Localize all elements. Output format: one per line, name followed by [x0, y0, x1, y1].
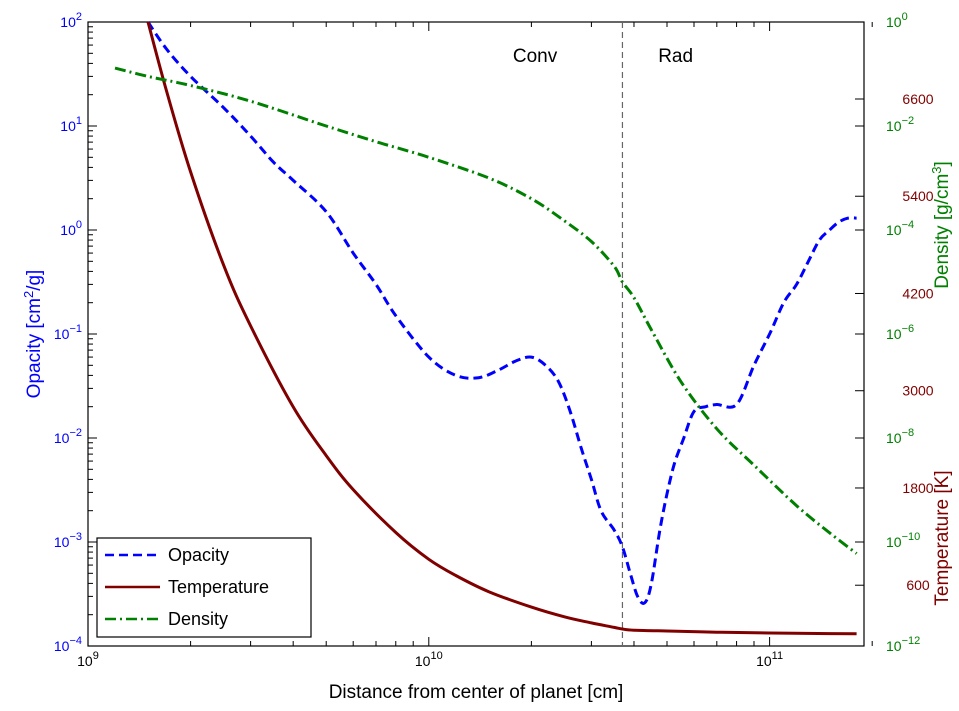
x-tick-label: 1011	[756, 650, 783, 669]
density-tick-label: 10−4	[886, 219, 914, 238]
density-tick-label: 10−2	[886, 115, 914, 134]
density-tick-label: 10−12	[886, 635, 920, 654]
opacity-tick-label-exp: −2	[69, 427, 82, 439]
annotation-conv: Conv	[513, 46, 558, 67]
legend-label-opacity: Opacity	[168, 545, 229, 565]
opacity-axis-title-end: /g]	[24, 270, 45, 291]
opacity-tick-label-exp: 0	[76, 219, 82, 231]
density-axis-title: Density [g/cm3]	[929, 161, 953, 289]
opacity-tick-label: 100	[60, 219, 82, 238]
density-tick-label-base: 10	[886, 430, 902, 446]
x-tick-label-base: 10	[415, 653, 431, 669]
opacity-tick-label-base: 10	[54, 326, 70, 342]
temperature-tick-label: 5400	[902, 188, 933, 204]
opacity-axis-title-main: Opacity [cm	[24, 298, 45, 398]
density-tick-label-exp: −2	[902, 115, 915, 127]
opacity-tick-label-exp: 2	[76, 11, 82, 23]
temperature-axis-ticks: 600 1800 3000 4200 5400 6600	[855, 91, 934, 593]
temperature-tick-label: 4200	[902, 285, 933, 301]
density-tick-label-base: 10	[886, 326, 902, 342]
density-tick-label-base: 10	[886, 118, 902, 134]
opacity-axis-title-sup: 2	[21, 291, 36, 298]
density-tick-label-base: 10	[886, 534, 902, 550]
density-axis-title-end: ]	[932, 161, 953, 166]
density-tick-label-base: 10	[886, 638, 902, 654]
series-density-line	[114, 66, 858, 555]
opacity-tick-label-base: 10	[54, 430, 70, 446]
density-tick-label-exp: −4	[902, 219, 915, 231]
density-tick-label-base: 10	[886, 14, 902, 30]
legend: Opacity Temperature Density	[96, 537, 312, 638]
density-tick-label-exp: 0	[902, 11, 908, 23]
temperature-tick-label: 1800	[902, 480, 933, 496]
x-tick-label-base: 10	[77, 653, 93, 669]
opacity-tick-label: 101	[60, 115, 82, 134]
opacity-tick-label-exp: −3	[69, 531, 82, 543]
density-tick-label-exp: −10	[902, 531, 921, 543]
density-tick-label: 10−8	[886, 427, 914, 446]
x-tick-label: 109	[77, 650, 99, 669]
opacity-tick-label-base: 10	[60, 222, 76, 238]
density-tick-label: 10−6	[886, 323, 914, 342]
opacity-tick-label-exp: −1	[69, 323, 82, 335]
legend-label-density: Density	[168, 609, 228, 629]
density-tick-label: 100	[886, 11, 908, 30]
opacity-tick-label: 10−4	[54, 635, 82, 654]
x-axis-title: Distance from center of planet [cm]	[329, 682, 624, 703]
opacity-tick-label: 10−1	[54, 323, 82, 342]
temperature-axis-title: Temperature [K]	[932, 470, 953, 605]
x-tick-label-exp: 9	[93, 650, 99, 662]
density-tick-label-exp: −6	[902, 323, 915, 335]
density-tick-label-exp: −8	[902, 427, 915, 439]
annotation-rad: Rad	[658, 46, 693, 67]
opacity-tick-label-exp: 1	[76, 115, 82, 127]
temperature-tick-label: 6600	[902, 91, 933, 107]
opacity-tick-label: 10−2	[54, 427, 82, 446]
temperature-tick-label: 3000	[902, 383, 933, 399]
density-axis-title-sup: 3	[929, 166, 944, 173]
temperature-tick-label: 600	[906, 577, 930, 593]
x-tick-label-exp: 11	[772, 650, 783, 662]
opacity-tick-label: 102	[60, 11, 82, 30]
x-tick-label-base: 10	[756, 653, 772, 669]
opacity-tick-label-base: 10	[60, 14, 76, 30]
x-tick-label-exp: 10	[430, 650, 442, 662]
series-temperature-line	[146, 21, 857, 636]
x-axis-ticks: 109 1010 1011	[77, 22, 783, 669]
x-minor-ticks	[190, 22, 873, 646]
density-tick-label: 10−10	[886, 531, 920, 550]
density-tick-label-base: 10	[886, 222, 902, 238]
opacity-tick-label-exp: −4	[69, 635, 82, 647]
series-opacity-line	[146, 21, 857, 605]
opacity-tick-label-base: 10	[60, 118, 76, 134]
legend-label-temperature: Temperature	[168, 577, 269, 597]
opacity-tick-label-base: 10	[54, 638, 70, 654]
opacity-tick-label: 10−3	[54, 531, 82, 550]
x-tick-label: 1010	[415, 650, 443, 669]
opacity-tick-label-base: 10	[54, 534, 70, 550]
density-axis-title-main: Density [g/cm	[932, 174, 953, 289]
density-tick-label-exp: −12	[902, 635, 921, 647]
opacity-axis-title: Opacity [cm2/g]	[21, 270, 45, 399]
y-minor-ticks	[88, 26, 93, 616]
series-group	[114, 21, 858, 636]
